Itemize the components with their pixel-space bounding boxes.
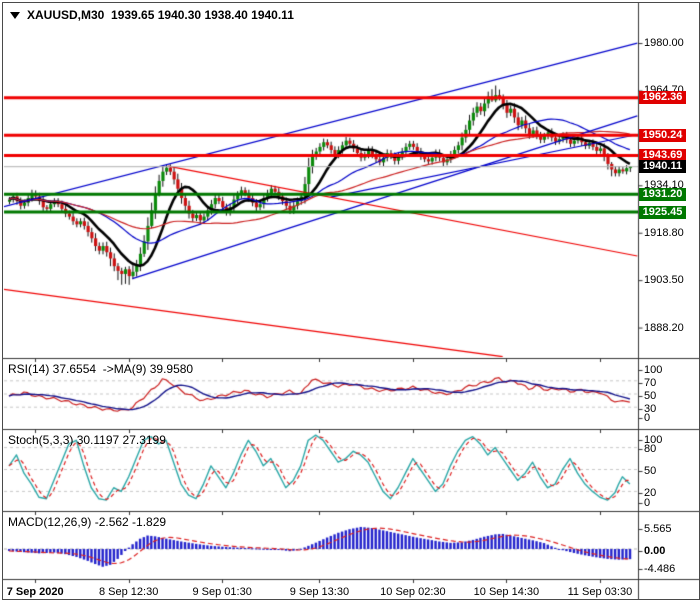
- title-bar: XAUUSD,M30 1939.65 1940.30 1938.40 1940.…: [10, 8, 294, 22]
- chart-title: XAUUSD,M30 1939.65 1940.30 1938.40 1940.…: [27, 8, 294, 22]
- symbol-dropdown-icon[interactable]: [10, 11, 20, 19]
- chart-canvas[interactable]: [3, 3, 699, 599]
